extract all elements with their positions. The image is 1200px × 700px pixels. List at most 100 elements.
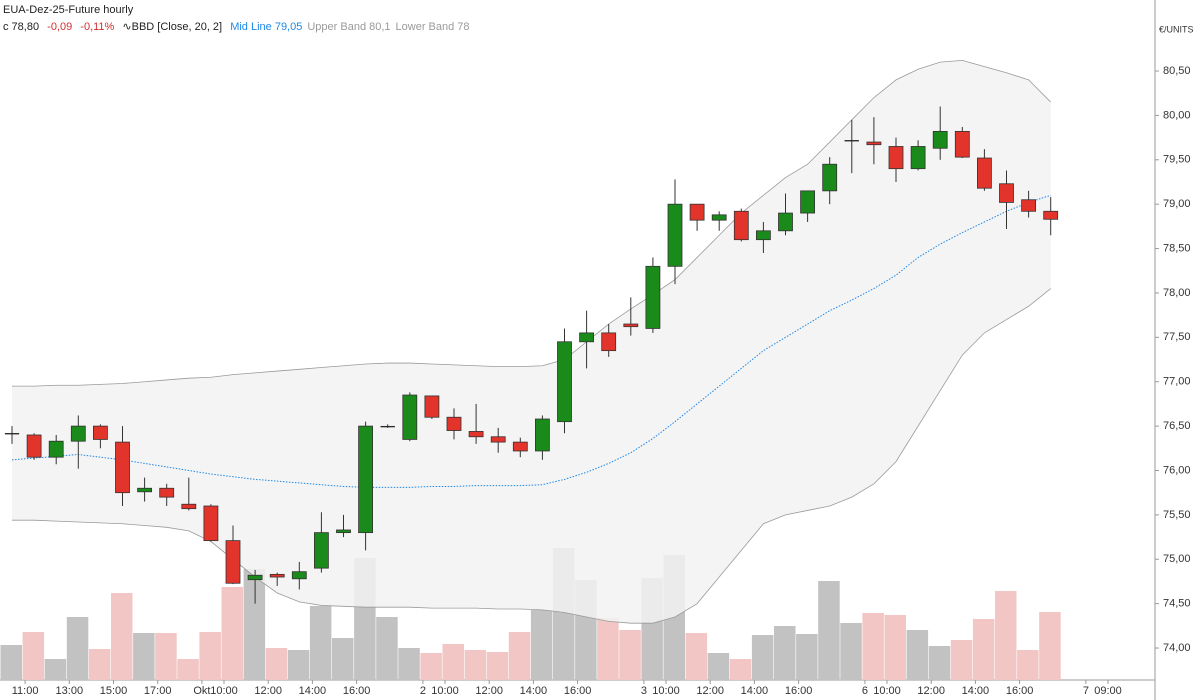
- candle-body: [711, 214, 727, 221]
- volume-bar: [950, 640, 973, 680]
- candle-body: [689, 203, 705, 221]
- x-tick-label: 16:00: [1006, 685, 1034, 697]
- candle-body: [358, 425, 374, 534]
- volume-bar: [796, 634, 818, 680]
- x-tick-label: 6: [862, 685, 868, 697]
- y-tick-label: 80,00: [1163, 109, 1191, 121]
- candle-body: [313, 532, 329, 569]
- candle-body: [778, 212, 793, 232]
- candle-body: [954, 130, 970, 158]
- volume-bar: [265, 648, 288, 680]
- volume-bar: [155, 633, 177, 680]
- y-tick-label: 75,00: [1163, 553, 1191, 565]
- change: -0,09: [47, 21, 73, 33]
- band-fill: [12, 60, 1051, 624]
- candle-body: [203, 505, 219, 542]
- candle-body: [247, 574, 263, 581]
- volume-bar: [729, 659, 752, 680]
- volume-bar: [133, 633, 155, 680]
- volume-bar: [685, 633, 708, 680]
- candle-body: [910, 146, 926, 170]
- candle-body: [932, 130, 948, 149]
- candle-body: [512, 441, 528, 452]
- candle-body: [977, 157, 992, 189]
- volume-bar: [44, 659, 67, 680]
- candle-body: [402, 394, 418, 440]
- x-tick-label: 16:00: [785, 685, 813, 697]
- volume-bar: [243, 569, 266, 680]
- volume-bar: [707, 653, 730, 680]
- x-tick-label: 10:00: [210, 685, 238, 697]
- candle-body: [468, 431, 484, 438]
- legend-entry: Upper Band 80,1: [307, 21, 391, 33]
- x-tick-label: 09:00: [1094, 685, 1122, 697]
- unit-label: €/UNITS: [1159, 24, 1194, 34]
- x-tick-label: 14:00: [520, 685, 548, 697]
- y-tick-label: 77,50: [1163, 331, 1191, 343]
- volume-bar: [1017, 650, 1039, 680]
- candle-body: [623, 323, 639, 328]
- candle-body: [579, 332, 594, 343]
- x-tick-label: 12:00: [696, 685, 724, 697]
- change-pct: -0,11%: [80, 21, 115, 33]
- indicator: ∿BBD [Close, 20, 2]: [122, 21, 223, 33]
- volume-bar: [177, 659, 199, 680]
- volume-bar: [1039, 612, 1061, 680]
- volume-bar: [862, 613, 884, 680]
- x-tick-label: 14:00: [741, 685, 769, 697]
- candle-body: [26, 434, 42, 458]
- x-tick-label: 12:00: [475, 685, 503, 697]
- volume-bar: [619, 630, 641, 680]
- title: EUA-Dez-25-Future hourly: [3, 4, 134, 16]
- x-tick-label: 16:00: [343, 685, 371, 697]
- candle-body: [424, 395, 440, 418]
- volume-bar: [751, 635, 774, 680]
- candle-body: [380, 425, 395, 428]
- candle-body: [490, 436, 506, 443]
- volume-bar: [928, 646, 951, 680]
- candle-body: [844, 140, 859, 142]
- candle-body: [756, 230, 771, 241]
- candle-body: [137, 487, 153, 493]
- candle-body: [269, 573, 285, 578]
- candle-body: [1021, 199, 1036, 212]
- volume-bar: [972, 619, 995, 680]
- volume-bar: [88, 649, 111, 680]
- candle-body: [336, 529, 351, 534]
- y-tick-label: 79,50: [1163, 154, 1191, 166]
- volume-bar: [287, 650, 310, 680]
- volume-bar: [199, 632, 221, 680]
- volume-bar: [22, 632, 45, 680]
- candle-body: [181, 503, 197, 510]
- y-tick-label: 74,50: [1163, 598, 1191, 610]
- candle-body: [999, 183, 1014, 203]
- volume-bar: [420, 653, 442, 680]
- candle-body: [535, 418, 550, 452]
- x-tick-label: 16:00: [564, 685, 592, 697]
- volume-bar: [332, 638, 354, 680]
- y-tick-label: 78,50: [1163, 242, 1191, 254]
- legend: c 78,80 -0,09 -0,11% ∿BBD [Close, 20, 2]…: [3, 19, 475, 36]
- volume-bar: [398, 648, 420, 680]
- candle-body: [70, 425, 86, 442]
- candle-body: [822, 163, 838, 192]
- candle-body: [800, 190, 815, 214]
- y-tick-label: 76,00: [1163, 464, 1191, 476]
- x-tick-label: 3: [641, 685, 647, 697]
- volume-bar: [442, 644, 464, 680]
- x-tick-label: 13:00: [56, 685, 84, 697]
- volume-bar: [818, 581, 840, 680]
- band-line: [12, 59, 1051, 387]
- volume-bar: [530, 610, 553, 680]
- volume-bar: [995, 591, 1017, 680]
- volume-bar: [221, 587, 243, 680]
- volume-bar: [840, 623, 862, 680]
- y-tick-label: 77,00: [1163, 376, 1191, 388]
- x-tick-label: 15:00: [100, 685, 128, 697]
- candle-body: [159, 487, 175, 498]
- mid-line: [11, 194, 1051, 488]
- candle-body: [115, 441, 130, 494]
- candle-body: [4, 433, 20, 435]
- y-tick-label: 80,50: [1163, 65, 1191, 77]
